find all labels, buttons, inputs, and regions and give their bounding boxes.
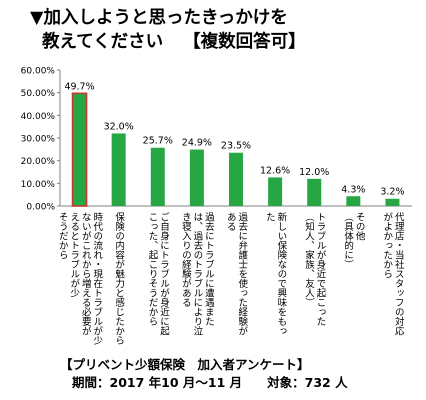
- category-label: き寝入りの経験がある: [180, 212, 192, 307]
- category-label: 過去に弁護士を使った経験が: [236, 211, 248, 335]
- bar: [189, 149, 204, 206]
- category-label: 保険の内容が魅力と感じたから: [113, 211, 125, 345]
- data-label: 32.0%: [104, 121, 134, 132]
- data-label: 25.7%: [143, 136, 173, 147]
- title-line-1: ▼加入しようと思ったきっかけを: [30, 8, 288, 28]
- data-label: 24.9%: [182, 138, 212, 149]
- bar: [111, 133, 126, 206]
- chart-title: ▼加入しようと思ったきっかけを 教えてください 【複数回答可】: [30, 6, 306, 54]
- category-label: 時代の流れ・現在トラブルが少: [91, 212, 103, 345]
- data-label: 23.5%: [221, 141, 251, 152]
- category-label: 新しい保険なので興味をもっ: [275, 211, 287, 335]
- bar: [229, 152, 243, 206]
- bar: [346, 196, 361, 206]
- category-label: こった、起こりそうだから: [147, 212, 159, 326]
- survey-footer: 【プリベント少額保険 加入者アンケート】 期間：2017 年10 月～11 月 …: [60, 356, 348, 392]
- data-label: 49.7%: [64, 81, 94, 92]
- data-label: 3.2%: [380, 187, 404, 198]
- y-tick-label: 50.00%: [21, 89, 56, 99]
- category-label: ある: [225, 212, 236, 231]
- bar-chart: 0.00% 10.00% 20.00% 30.00% 40.00% 50.00% 60.00…: [21, 67, 412, 345]
- y-tick-label: 20.00%: [21, 157, 56, 167]
- category-label: 過去にトラブルに遭遇また: [203, 211, 215, 326]
- y-tick-label: 60.00%: [21, 67, 56, 77]
- title-line-2: 教えてください: [42, 32, 164, 52]
- data-label: 12.6%: [260, 165, 290, 176]
- multiple-answer-tag: 【複数回答可】: [183, 32, 306, 52]
- category-label: （具体的に）: [342, 212, 354, 269]
- category-label: そうだから: [57, 212, 69, 260]
- title-line-2-wrap: 教えてください 【複数回答可】: [30, 30, 306, 54]
- category-label: 代理店・当社スタッフの対応: [393, 212, 405, 336]
- bar: [71, 92, 88, 207]
- data-label: 4.3%: [341, 184, 365, 195]
- bar: [150, 147, 165, 206]
- category-label: がよかったから: [381, 211, 393, 278]
- survey-period: 期間：2017 年10 月～11 月 対象：732 人: [72, 375, 348, 390]
- category-label: その他: [354, 212, 366, 241]
- category-label: ご自身にトラブルが身近に起: [158, 211, 170, 336]
- category-label: は、過去のトラブルにより泣: [191, 212, 203, 336]
- category-label: トラブルが身近で起こった: [314, 212, 326, 326]
- y-tick-label: 10.00%: [21, 180, 56, 190]
- data-label: 12.0%: [299, 167, 329, 178]
- survey-name: 【プリベント少額保険 加入者アンケート】: [60, 357, 310, 372]
- bar: [268, 177, 283, 206]
- category-label: ないがこれから増える必要が: [80, 212, 92, 336]
- category-label: た: [264, 212, 276, 222]
- category-label: （知人、家族、友人）: [303, 212, 315, 307]
- bar: [385, 198, 400, 206]
- y-tick-label: 40.00%: [21, 112, 56, 122]
- y-tick-label: 30.00%: [21, 135, 56, 145]
- category-label: えるとトラブルが少: [68, 212, 80, 298]
- bar: [307, 178, 322, 206]
- y-tick-label: 0.00%: [26, 203, 55, 213]
